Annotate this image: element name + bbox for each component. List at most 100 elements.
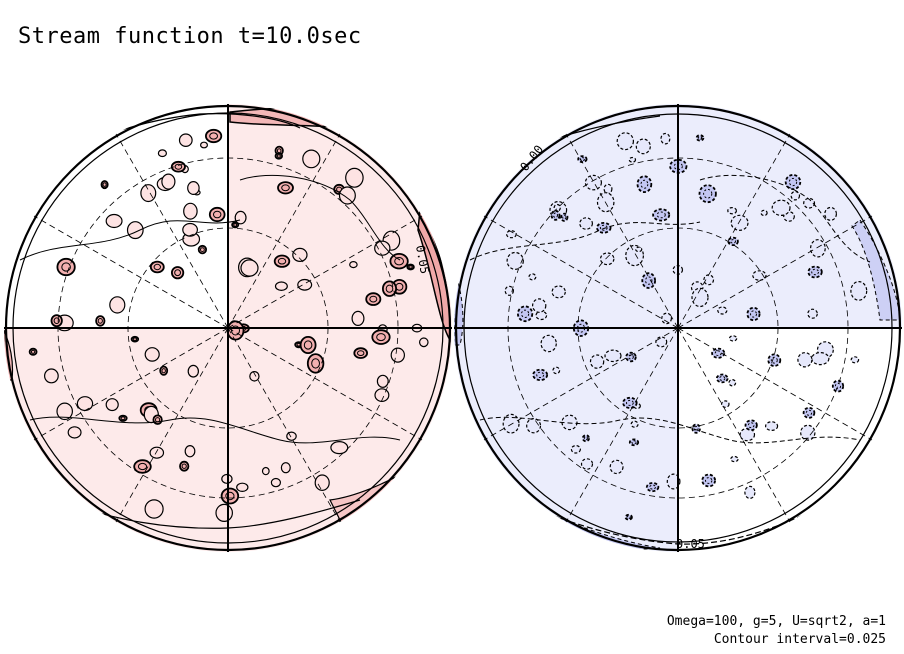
- contour-eddy: [746, 306, 761, 322]
- contour-eddy: [200, 141, 209, 149]
- contour-eddy-inner: [61, 262, 71, 272]
- contour-eddy: [50, 314, 63, 328]
- contour-eddy: [302, 149, 321, 169]
- contour-eddy: [532, 298, 547, 313]
- contour-eddy: [589, 354, 605, 369]
- contour-eddy-inner: [834, 382, 842, 390]
- contour-eddy: [157, 149, 167, 158]
- contour-eddy: [274, 152, 283, 160]
- contour-eddy: [635, 246, 643, 253]
- contour-eddy: [784, 173, 802, 190]
- contour-eddy: [810, 239, 826, 258]
- contour-eddy: [249, 370, 260, 382]
- contour-eddy: [516, 305, 534, 323]
- contour-eddy: [550, 209, 561, 221]
- contour-eddy: [56, 402, 73, 421]
- contour-eddy: [715, 373, 729, 384]
- contour-eddy-inner: [656, 211, 666, 219]
- contour-eddy-inner: [161, 368, 166, 374]
- contour-eddy: [628, 156, 637, 163]
- contour-eddy: [596, 222, 612, 234]
- contour-eddy: [666, 473, 681, 490]
- contour-eddy-inner: [385, 284, 394, 293]
- contour-eddy: [236, 482, 249, 492]
- contour-eddy: [532, 368, 549, 381]
- contour-eddy-inner: [277, 257, 287, 265]
- contour-eddy-inner: [102, 182, 107, 187]
- contour-eddy-inner: [703, 188, 713, 199]
- contour-eddy: [727, 236, 739, 246]
- contour-eddy-inner: [231, 325, 240, 336]
- contour-eddy-inner: [693, 426, 699, 432]
- contour-eddy: [277, 181, 294, 195]
- right-grid: [454, 104, 902, 552]
- parameters-note: Omega=100, g=5, U=sqrt2, a=1: [666, 614, 886, 629]
- contour-eddy: [144, 347, 160, 362]
- contour-eddy: [506, 251, 524, 270]
- contour-eddy: [338, 186, 356, 205]
- contour-eddy: [767, 353, 782, 367]
- contour-eddy: [261, 466, 270, 476]
- contour-eddy: [221, 473, 233, 484]
- contour-eddy-inner: [631, 440, 637, 445]
- contour-eddy: [152, 414, 163, 425]
- contour-eddy: [374, 240, 391, 256]
- contour-eddy: [187, 364, 199, 378]
- contour-eddy: [616, 132, 635, 151]
- contour-interval-note: Contour interval=0.025: [713, 632, 886, 647]
- contour-eddy: [803, 197, 816, 209]
- contour-eddy-inner: [281, 184, 290, 192]
- contour-eddy: [744, 485, 756, 499]
- left-hemisphere: 0.05: [4, 104, 452, 552]
- contour-eddy-inner: [750, 310, 757, 318]
- contour-eddy-inner: [153, 263, 162, 271]
- contour-eddy-inner: [233, 223, 238, 227]
- contour-eddy: [622, 396, 638, 409]
- contour-eddy: [389, 253, 409, 270]
- contour-eddy: [551, 285, 566, 299]
- contour-eddy: [771, 199, 791, 216]
- contour-eddy-inner: [376, 333, 386, 342]
- contour-eddy-inner: [200, 247, 205, 253]
- contour-eddy: [752, 270, 767, 281]
- contour-eddy: [215, 503, 233, 523]
- contour-eddy: [807, 265, 823, 279]
- contour-eddy: [159, 365, 169, 376]
- contour-eddy: [376, 374, 389, 388]
- contour-eddy-inner: [583, 436, 588, 441]
- contour-eddy: [577, 155, 588, 164]
- contour-eddy: [730, 214, 749, 231]
- contour-eddy: [581, 434, 590, 443]
- contour-eddy: [306, 353, 325, 374]
- contour-eddy: [691, 287, 709, 308]
- contour-eddy-inner: [303, 340, 313, 350]
- contour-eddy: [540, 334, 557, 353]
- contour-eddy: [187, 181, 200, 196]
- contour-eddy-inner: [225, 491, 235, 501]
- contour-eddy: [728, 379, 737, 387]
- contour-eddy: [528, 273, 537, 281]
- contour-eddy-inner: [132, 337, 138, 341]
- contour-eddy-inner: [311, 358, 321, 369]
- contour-eddy: [184, 445, 196, 458]
- contour-eddy: [831, 379, 845, 393]
- contour-eddy-inner: [357, 350, 365, 357]
- contour-eddy: [330, 441, 349, 455]
- contour-eddy: [197, 244, 207, 255]
- contour-eddy: [351, 310, 365, 326]
- contour-eddy: [95, 315, 106, 327]
- contour-eddy: [764, 421, 779, 432]
- contour-eddy: [100, 180, 109, 190]
- contour-eddy: [717, 306, 728, 315]
- contour-eddy: [609, 459, 624, 475]
- contour-eddy: [790, 190, 801, 201]
- contour-eddy: [661, 312, 672, 325]
- contour-eddy: [220, 487, 240, 505]
- contour-eddy: [552, 366, 561, 375]
- contour-eddy: [570, 444, 582, 454]
- contour-eddy: [560, 212, 569, 222]
- contour-eddy-inner: [805, 409, 813, 416]
- contour-eddy-inner: [599, 224, 608, 231]
- contour-eddy: [105, 398, 119, 412]
- contour-eddy: [406, 263, 415, 271]
